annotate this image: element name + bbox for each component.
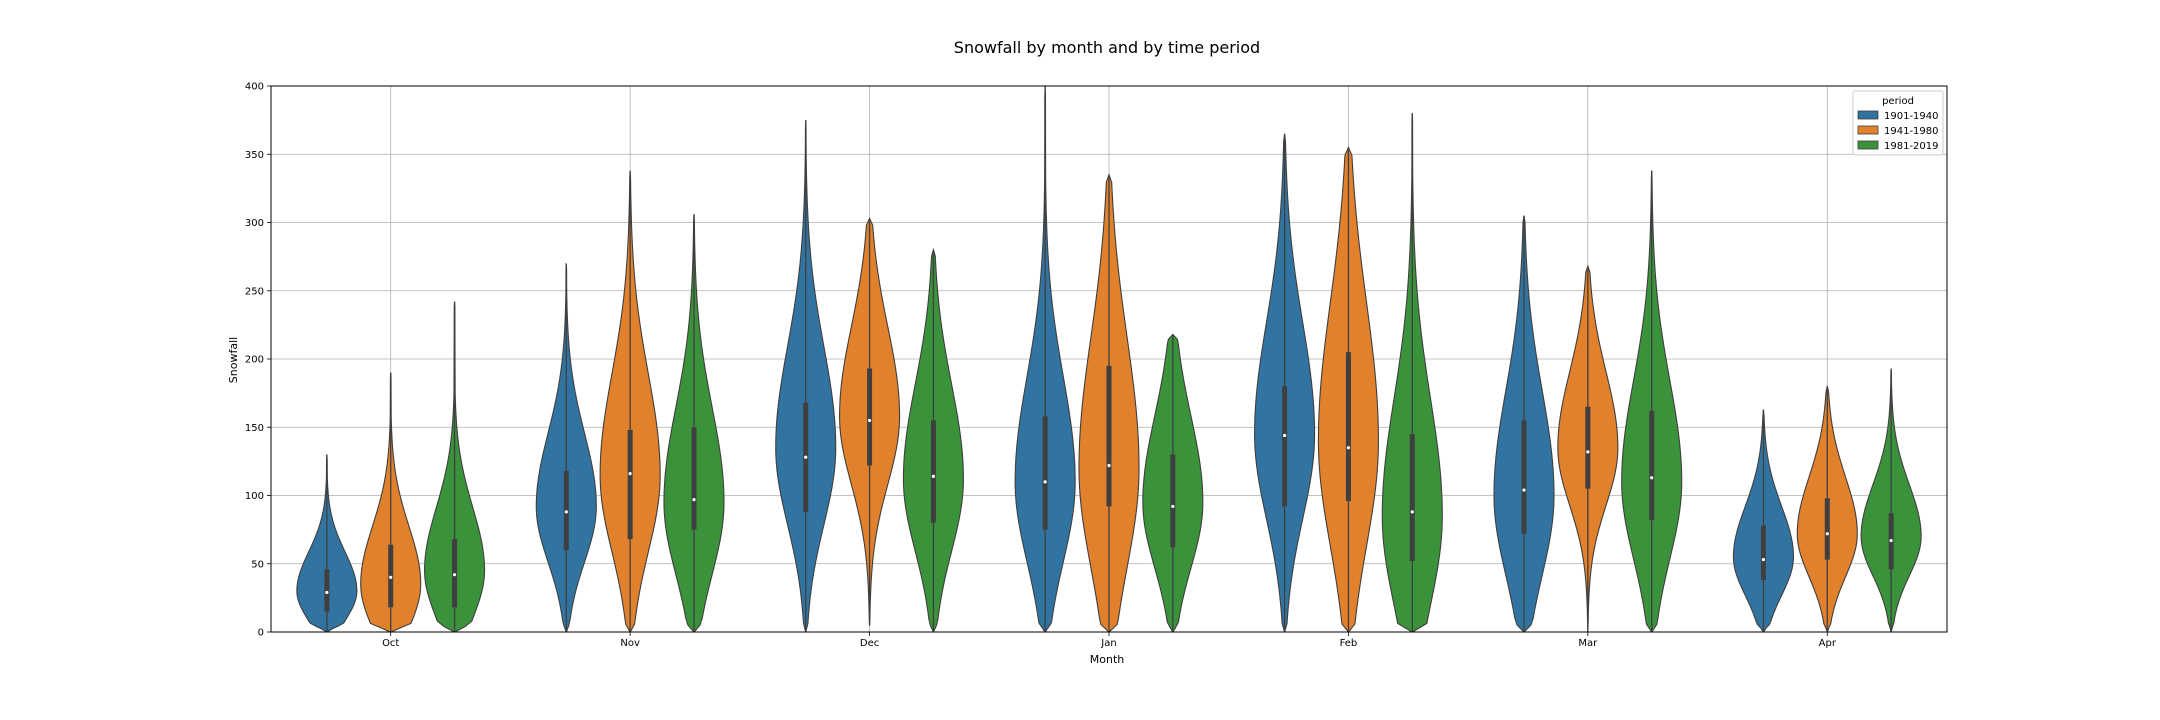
legend-title: period xyxy=(1882,96,1914,107)
violin-median xyxy=(389,575,393,580)
violin-median xyxy=(1346,446,1351,450)
violin-median xyxy=(1171,504,1175,509)
violin-median xyxy=(804,455,808,459)
plot-frame xyxy=(270,85,1948,633)
violin-median xyxy=(692,497,696,502)
legend-label: 1981-2019 xyxy=(1884,141,1939,152)
x-tick-label: Mar xyxy=(1578,638,1598,649)
y-tick-label: 200 xyxy=(245,355,264,366)
violin-median xyxy=(1522,488,1526,492)
x-axis-label: Month xyxy=(1090,653,1125,666)
violin-median xyxy=(931,474,936,478)
violin-median xyxy=(325,590,329,595)
legend: period 1901-1940 1941-1980 1981-2019 xyxy=(1852,90,1944,156)
legend-swatch xyxy=(1857,140,1879,150)
violin-median xyxy=(1410,510,1414,514)
x-tick-label: Nov xyxy=(620,638,640,649)
violin-median xyxy=(1043,480,1047,484)
legend-box xyxy=(1852,90,1944,156)
legend-label: 1901-1940 xyxy=(1884,111,1939,122)
x-tick-label: Feb xyxy=(1340,638,1358,649)
axes: Snowfall by month and by time period Mon… xyxy=(227,38,1948,666)
x-tick-label: Jan xyxy=(1100,638,1116,649)
violin-median xyxy=(628,472,632,476)
y-tick-label: 400 xyxy=(245,82,264,93)
y-tick-label: 150 xyxy=(245,423,264,434)
y-tick-label: 300 xyxy=(245,218,264,229)
violins xyxy=(296,85,1922,633)
violin-median xyxy=(1761,558,1766,562)
y-tick-label: 250 xyxy=(245,286,264,297)
violin-median xyxy=(1825,532,1829,536)
y-tick-label: 50 xyxy=(251,559,264,570)
y-tick-label: 100 xyxy=(245,491,264,502)
x-tick-label: Apr xyxy=(1819,638,1837,649)
violin-median xyxy=(1586,450,1590,454)
violin-median xyxy=(564,510,568,514)
legend-label: 1941-1980 xyxy=(1884,126,1939,137)
legend-items: 1901-1940 1941-1980 1981-2019 xyxy=(1857,110,1939,152)
violin-median xyxy=(1282,433,1287,438)
x-tick-label: Oct xyxy=(382,638,399,649)
y-axis-label: Snowfall xyxy=(227,337,240,383)
legend-swatch xyxy=(1857,110,1879,120)
y-tick-label: 0 xyxy=(258,628,264,639)
violin-median xyxy=(1889,538,1893,543)
violin-median xyxy=(1107,463,1111,468)
violin-median xyxy=(1650,476,1654,480)
y-tick-label: 350 xyxy=(245,150,264,161)
violin-median xyxy=(867,418,872,423)
violin-median xyxy=(452,573,457,577)
chart-title: Snowfall by month and by time period xyxy=(954,38,1260,57)
x-tick-label: Dec xyxy=(860,638,879,649)
legend-swatch xyxy=(1857,125,1879,135)
